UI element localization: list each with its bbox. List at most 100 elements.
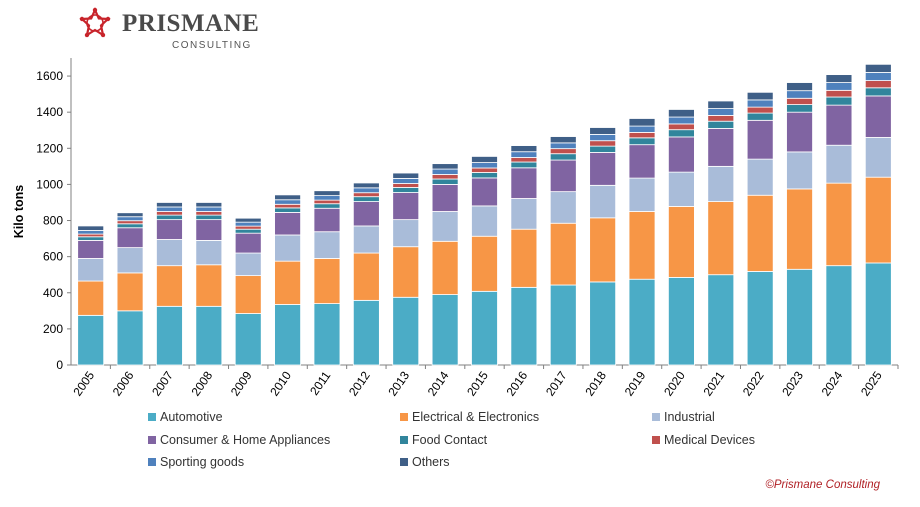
bar-segment-industrial-2006 [116, 247, 144, 274]
x-tick-label: 2007 [149, 368, 176, 398]
bar-segment-industrial-2005 [77, 258, 105, 282]
bar-segment-others-2022 [746, 91, 774, 101]
bar-segment-medical-devices-2015 [471, 167, 498, 173]
bar-segment-consumer-home-appliances-2021 [707, 128, 735, 167]
bar-segment-automotive-2023 [786, 268, 813, 366]
legend-item: Automotive [148, 410, 223, 424]
bar-segment-food-contact-2013 [392, 187, 420, 193]
bar-segment-food-contact-2010 [274, 207, 301, 213]
bar-segment-sporting-goods-2024 [825, 82, 853, 91]
bar-segment-automotive-2020 [668, 277, 695, 366]
bar-segment-automotive-2022 [746, 271, 774, 366]
bar-segment-automotive-2017 [549, 284, 577, 366]
x-tick-label: 2015 [464, 368, 491, 398]
bar-segment-automotive-2007 [156, 305, 183, 366]
bar-segment-sporting-goods-2022 [746, 99, 774, 108]
bar-segment-sporting-goods-2020 [668, 116, 695, 125]
bar-segment-consumer-home-appliances-2017 [549, 159, 577, 193]
bar-segment-food-contact-2016 [510, 161, 538, 169]
legend-label: Industrial [664, 410, 715, 424]
brand-name: PRISMANE [122, 10, 260, 37]
bar-segment-medical-devices-2017 [549, 148, 577, 155]
bar-segment-electrical-electronics-2013 [392, 246, 420, 298]
bar-segment-industrial-2010 [274, 234, 301, 262]
bar-segment-industrial-2016 [510, 198, 538, 230]
bar-segment-food-contact-2022 [746, 112, 774, 121]
y-tick-label: 1000 [36, 177, 63, 191]
x-tick-label: 2025 [858, 368, 885, 398]
bar-segment-industrial-2012 [352, 225, 380, 254]
bar-segment-consumer-home-appliances-2014 [431, 184, 459, 212]
bar-segment-industrial-2015 [471, 205, 498, 237]
legend-label: Consumer & Home Appliances [160, 433, 331, 447]
legend-label: Food Contact [412, 433, 488, 447]
bar-segment-consumer-home-appliances-2009 [234, 232, 262, 254]
bar-segment-medical-devices-2025 [864, 80, 892, 89]
bar-segment-industrial-2014 [431, 211, 459, 242]
bar-segment-others-2018 [589, 127, 617, 135]
bar-segment-electrical-electronics-2008 [195, 264, 223, 307]
y-axis-title: Kilo tons [12, 185, 26, 239]
bar-segment-electrical-electronics-2019 [628, 211, 656, 280]
bar-segment-consumer-home-appliances-2020 [668, 136, 695, 173]
bar-segment-consumer-home-appliances-2018 [589, 152, 617, 186]
bar-segment-food-contact-2025 [864, 87, 892, 97]
x-tick-label: 2024 [819, 368, 846, 398]
bar-segment-consumer-home-appliances-2019 [628, 144, 656, 179]
x-tick-label: 2005 [70, 368, 97, 398]
bar-segment-consumer-home-appliances-2016 [510, 167, 538, 199]
bar-segment-food-contact-2024 [825, 96, 853, 106]
y-tick-label: 0 [56, 358, 63, 372]
bar-segment-sporting-goods-2021 [707, 108, 735, 116]
legend-item: Electrical & Electronics [400, 410, 539, 424]
bar-segment-food-contact-2014 [431, 178, 459, 185]
legend-label: Medical Devices [664, 433, 756, 447]
bar-segment-sporting-goods-2016 [510, 151, 538, 158]
bar-segment-industrial-2024 [825, 144, 853, 184]
bar-segment-industrial-2022 [746, 158, 774, 196]
bar-segment-electrical-electronics-2009 [234, 275, 262, 314]
legend-swatch [148, 436, 156, 444]
y-tick-label: 200 [43, 322, 63, 336]
x-tick-label: 2010 [267, 368, 294, 398]
bar-segment-industrial-2021 [707, 165, 735, 202]
x-tick-label: 2006 [110, 368, 137, 398]
bar-segment-medical-devices-2005 [77, 233, 105, 238]
bar-segment-others-2024 [825, 74, 853, 83]
prismane-logo-icon [79, 7, 111, 38]
y-tick-label: 1600 [36, 69, 63, 83]
bar-segment-sporting-goods-2023 [786, 90, 813, 99]
x-tick-label: 2023 [779, 368, 806, 398]
bar-segment-food-contact-2015 [471, 172, 498, 179]
bar-segment-consumer-home-appliances-2015 [471, 177, 498, 207]
bar-segment-others-2023 [786, 82, 813, 92]
legend-item: Industrial [652, 410, 715, 424]
bar-segment-others-2014 [431, 163, 459, 170]
legend-swatch [148, 413, 156, 421]
bar-segment-food-contact-2023 [786, 104, 813, 113]
bar-segment-automotive-2010 [274, 304, 301, 366]
bar-segment-electrical-electronics-2023 [786, 188, 813, 270]
bar-segment-sporting-goods-2009 [234, 221, 262, 227]
bar-segment-electrical-electronics-2007 [156, 265, 183, 307]
bar-segment-consumer-home-appliances-2023 [786, 111, 813, 153]
legend-swatch [652, 436, 660, 444]
bar-segment-food-contact-2007 [156, 214, 183, 221]
bar-segment-medical-devices-2010 [274, 203, 301, 209]
bar-segment-consumer-home-appliances-2008 [195, 219, 223, 241]
bar-segment-consumer-home-appliances-2006 [116, 227, 144, 249]
bar-segment-automotive-2009 [234, 313, 262, 366]
bar-segment-food-contact-2008 [195, 214, 223, 221]
x-tick-label: 2008 [189, 368, 216, 398]
bar-segment-medical-devices-2023 [786, 97, 813, 105]
bar-segment-electrical-electronics-2021 [707, 201, 735, 276]
legend-item: Medical Devices [652, 433, 755, 447]
legend-item: Food Contact [400, 433, 487, 447]
legend-label: Automotive [160, 410, 223, 424]
bar-segment-automotive-2011 [313, 303, 341, 366]
bar-segment-industrial-2017 [549, 191, 577, 224]
bar-segment-others-2012 [352, 182, 380, 189]
x-tick-label: 2020 [661, 368, 688, 398]
bar-segment-electrical-electronics-2011 [313, 258, 341, 305]
bar-segment-sporting-goods-2011 [313, 195, 341, 201]
